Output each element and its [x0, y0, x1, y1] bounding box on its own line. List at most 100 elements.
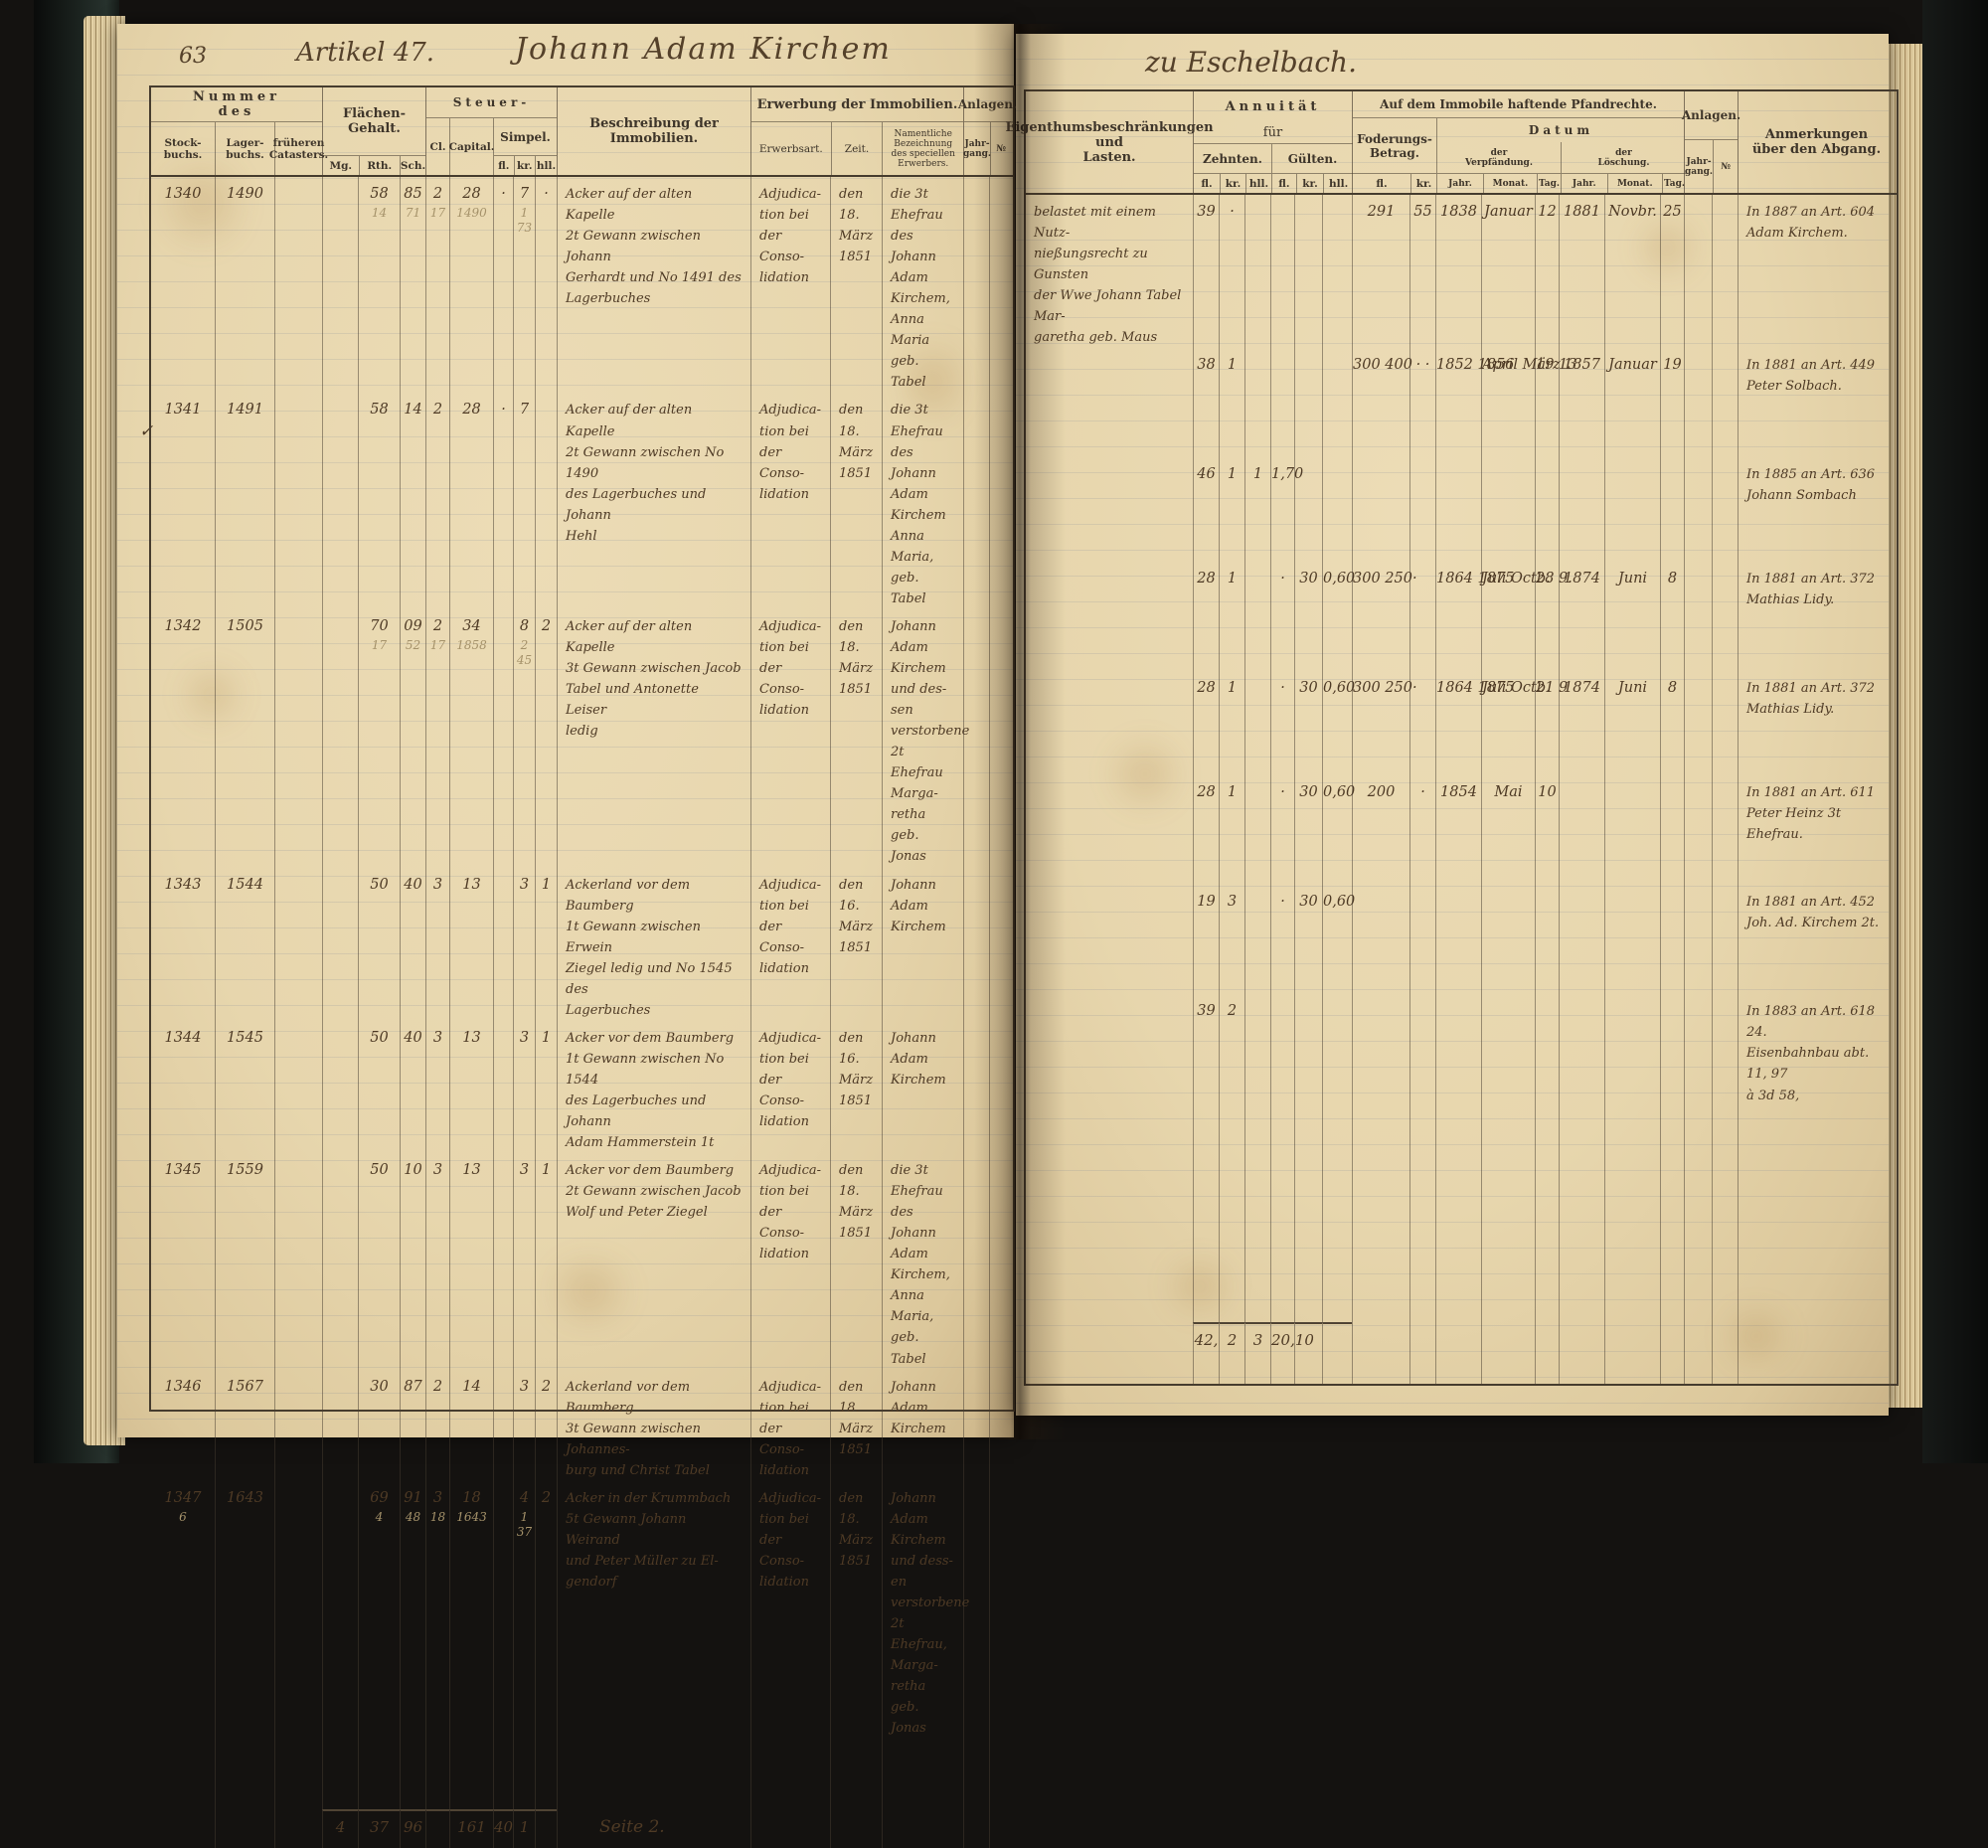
cell-guelten-fl: 1,70: [1270, 457, 1303, 563]
totals-row-left: 4 37 96 161 40 1 Seite 2.: [151, 1808, 1013, 1842]
cell-guelten-kr: [1294, 994, 1322, 1323]
cell-cataster: [274, 1369, 322, 1481]
cell-simpel-hll: 2: [535, 608, 557, 868]
cell-guelten-hll: 0,60: [1322, 671, 1355, 776]
cell-cataster: [274, 1020, 322, 1154]
cell-verpfaendung-tag: [1535, 994, 1559, 1323]
header-loeschung: der Löschung.: [1597, 147, 1650, 168]
cell-zehnten-kr: ·: [1219, 195, 1244, 349]
cell-anlage-no: [1712, 994, 1738, 1323]
page-number: 63: [179, 44, 207, 69]
cell-anlage-jahrgang: [1684, 348, 1712, 458]
cell-loeschung-tag: [1660, 457, 1684, 563]
right-page: zu Eschelbach. Eigenthumsbeschränkungen …: [1005, 34, 1899, 1416]
cell-sch: 40: [400, 867, 425, 1021]
cell-beschreibung: Ackerland vor dem Baumberg 1t Gewann zwi…: [557, 867, 750, 1021]
cell-zehnten-fl: 39: [1193, 994, 1219, 1323]
cell-jahrgang: [963, 608, 989, 868]
cell-zehnten-kr: 1: [1219, 457, 1244, 563]
filler-row-left: [151, 1841, 1013, 1848]
header-zehnten-fl: fl.: [1194, 173, 1220, 193]
cell-guelten-fl: ·: [1270, 775, 1294, 886]
header-cl: Cl.: [426, 117, 449, 175]
cell-erwerbsart: Adjudica- tion bei der Conso- lidation: [750, 1369, 830, 1481]
cell-zehnten-fl: 39: [1193, 195, 1219, 349]
ledger-row-right: 39 2 In 1883 an Art. 618 24. Eisenbahnba…: [1026, 994, 1897, 1323]
cell-no: [989, 1480, 1011, 1809]
cell-verpfaendung-monat: [1481, 457, 1535, 563]
cell-zeit: den 18. März 1851: [830, 1480, 882, 1809]
header-group-steuer: Steuer- Cl. Capital. Simpel. fl. kr. hll…: [425, 87, 557, 175]
cell-verpfaendung-tag: 28 9.: [1535, 562, 1573, 672]
header-jahrgang-right: Jahr- gang.: [1685, 139, 1713, 193]
cell-anmerkung: In 1881 an Art. 372 Mathias Lidy.: [1738, 562, 1895, 672]
ledger-row-left: 1345 1559 50 10 3 13 3 1 Acker vor dem B…: [151, 1153, 1013, 1370]
cell-loeschung-jahr: 1874: [1559, 562, 1604, 672]
cell-zehnten-fl: 28: [1193, 562, 1219, 672]
cell-foderung-fl: [1352, 885, 1409, 995]
cell-zehnten-hll: [1244, 775, 1270, 886]
total-zehnten-fl: 42,: [1194, 1331, 1219, 1350]
header-foderung-kr: kr.: [1410, 173, 1436, 193]
total-mg: 4: [335, 1817, 346, 1836]
cell-sch: 14: [400, 393, 425, 609]
cell-foderung-fl: 300 250·: [1352, 671, 1417, 776]
cell-simpel-fl: ·: [493, 177, 513, 394]
cell-mg: [322, 1369, 358, 1481]
right-ledger-table: Eigenthumsbeschränkungen und Lasten. Ann…: [1005, 89, 1899, 1386]
ledger-row-right: 28 1 · 30 0,60 300 250· 1864 1875 Juli O…: [1026, 562, 1897, 672]
cell-lasten: belastet mit einem Nutz- nießungsrecht z…: [1034, 205, 1182, 346]
cell-loeschung-jahr: [1559, 885, 1604, 995]
cell-guelten-hll: [1322, 195, 1352, 349]
cell-zeit: den 18. März 1851: [830, 1369, 882, 1481]
cell-sch: 87: [400, 1369, 425, 1481]
header-datum: Datum: [1437, 117, 1685, 142]
cell-simpel-hll: ·: [535, 177, 557, 394]
cell-zehnten-hll: [1244, 195, 1270, 349]
cell-guelten-fl: ·: [1270, 562, 1294, 672]
total-sch: 96: [403, 1817, 423, 1836]
cell-simpel-kr: 3: [513, 1153, 535, 1370]
ledger-row-right: 28 1 · 30 0,60 200 · 1854 Mai 10 In 1881…: [1026, 775, 1897, 886]
header-capital: Capital.: [449, 117, 494, 175]
cell-erwerber: die 3t Ehefrau des Johann Adam Kirchem, …: [882, 177, 963, 394]
cell-foderung-fl: 300 250·: [1352, 562, 1417, 672]
cell-guelten-fl: [1270, 348, 1294, 458]
cell-guelten-hll: 0,60: [1322, 775, 1355, 886]
cell-simpel-hll: [535, 393, 557, 609]
total-zehnten-kr: 2: [1227, 1331, 1238, 1350]
cell-stockbuch: 1347 6: [164, 1489, 202, 1524]
cell-loeschung-tag: [1660, 885, 1684, 995]
cell-verpfaendung-jahr: 1864 1875: [1435, 671, 1514, 776]
header-zehnten: Zehnten.: [1194, 143, 1271, 173]
cell-zeit: den 18. März 1851: [830, 177, 882, 394]
cell-zeit: den 18. März 1851: [830, 608, 882, 868]
cell-erwerber: Johann Adam Kirchem und dess- en verstor…: [882, 1480, 969, 1809]
cell-zehnten-hll: [1244, 671, 1270, 776]
cell-guelten-hll: 0,60: [1322, 885, 1355, 995]
cell-mg: [322, 1153, 358, 1370]
cell-beschreibung: Acker vor dem Baumberg 1t Gewann zwische…: [557, 1020, 750, 1154]
cell-lagerbuch: 1544: [215, 867, 274, 1021]
cell-foderung-fl: [1352, 457, 1409, 563]
cell-verpfaendung-tag: 21 9: [1535, 671, 1568, 776]
cell-cl: 3: [425, 867, 449, 1021]
cell-zehnten-hll: [1244, 562, 1270, 672]
cell-verpfaendung-jahr: 1854: [1435, 775, 1481, 886]
header-group-beschreibung: Beschreibung der Immobilien.: [557, 87, 750, 175]
cell-no: [989, 177, 1011, 394]
cell-anlage-jahrgang: [1684, 195, 1712, 349]
cell-guelten-hll: [1322, 994, 1352, 1323]
cell-foderung-kr: [1409, 671, 1435, 776]
total-guelten: 20,10: [1271, 1331, 1314, 1350]
cell-simpel-fl: ·: [493, 393, 513, 609]
cell-verpfaendung-tag: 10: [1535, 775, 1559, 886]
cell-guelten-kr: [1294, 457, 1322, 563]
cell-sch: 91 48: [400, 1480, 425, 1809]
header-nummer: Nummer des: [193, 89, 280, 119]
cell-no: [989, 867, 1011, 1021]
cell-erwerber: Johann Adam Kirchem: [882, 1369, 963, 1481]
cell-cataster: [274, 608, 322, 868]
cell-loeschung-jahr: 1857: [1559, 348, 1604, 458]
